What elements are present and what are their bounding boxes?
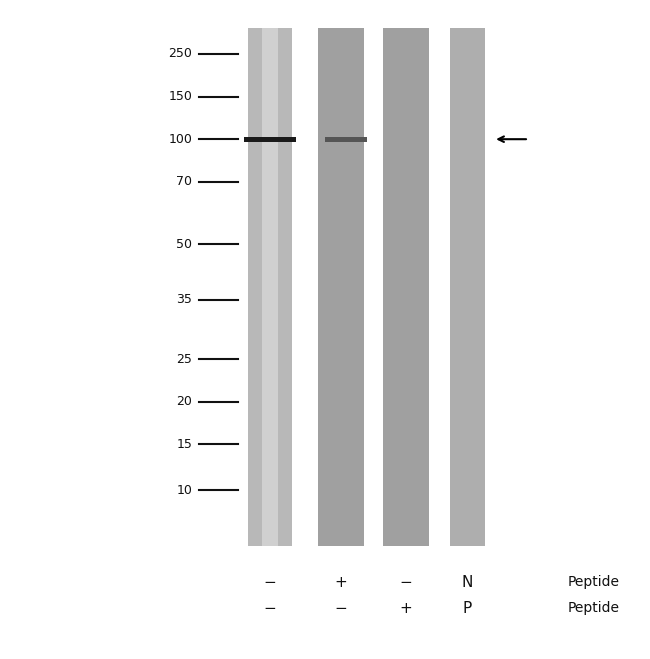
Bar: [450, 28, 485, 546]
Bar: [325, 136, 367, 142]
Text: 35: 35: [176, 293, 192, 306]
Bar: [383, 28, 429, 546]
Text: 50: 50: [176, 238, 192, 250]
Bar: [318, 28, 365, 546]
Text: 100: 100: [168, 132, 192, 146]
Text: −: −: [264, 601, 276, 616]
Text: Peptide: Peptide: [567, 602, 619, 616]
Text: 20: 20: [176, 395, 192, 408]
Text: 25: 25: [176, 353, 192, 366]
Text: 250: 250: [168, 47, 192, 61]
Text: 70: 70: [176, 175, 192, 188]
Text: Peptide: Peptide: [567, 575, 619, 589]
Bar: [429, 28, 450, 546]
Text: +: +: [400, 601, 412, 616]
Text: N: N: [462, 575, 473, 590]
Text: −: −: [335, 601, 348, 616]
Text: −: −: [400, 575, 412, 590]
Bar: [292, 28, 318, 546]
Bar: [263, 28, 278, 546]
Text: +: +: [335, 575, 348, 590]
Bar: [248, 28, 292, 546]
Bar: [244, 136, 296, 142]
Bar: [365, 28, 383, 546]
Text: 10: 10: [176, 484, 192, 497]
Text: 15: 15: [176, 438, 192, 451]
Text: 150: 150: [168, 90, 192, 103]
Text: −: −: [264, 575, 276, 590]
Text: P: P: [463, 601, 472, 616]
